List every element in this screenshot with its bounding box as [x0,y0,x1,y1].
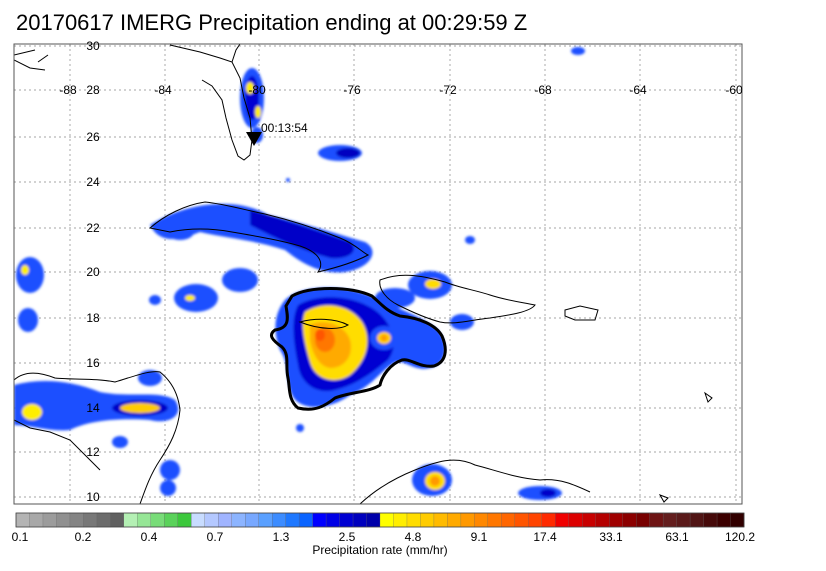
colorbar-swatch [231,512,246,528]
colorbar-swatch [150,512,165,528]
colorbar-swatch [555,512,570,528]
colorbar-swatch [298,512,314,528]
colorbar-swatch [528,512,543,528]
colorbar-swatch [69,512,84,528]
colorbar-title: Precipitation rate (mm/hr) [312,543,448,557]
colorbar-swatch [352,512,367,528]
colorbar-swatch [191,512,206,528]
colorbar-swatch [177,512,192,528]
colorbar-swatch [501,512,516,528]
map-title: 20170617 IMERG Precipitation ending at 0… [16,10,528,35]
colorbar-swatch [393,512,408,528]
colorbar-swatch [541,512,556,528]
colorbar-swatch [406,512,421,528]
latitude-label: 28 [86,83,100,97]
colorbar-swatch [258,512,273,528]
colorbar-swatch [245,512,260,528]
colorbar-tick-label: 63.1 [665,530,689,544]
colorbar-swatch [366,512,381,528]
colorbar-swatch [271,512,287,528]
longitude-labels: -88 -84 -80 -76 -72 -68 -64 -60 [59,83,743,97]
longitude-label: -76 [343,83,361,97]
longitude-label: -64 [629,83,647,97]
colorbar-swatch [474,512,489,528]
colorbar-swatch [716,512,731,528]
colorbar-swatch [137,512,152,528]
longitude-label: -72 [439,83,457,97]
coastlines [14,44,713,504]
colorbar-swatch [595,512,610,528]
colorbar-tick-label: 0.4 [140,530,158,544]
colorbar-swatch [218,512,233,528]
map-frame [14,44,742,504]
down-triangle-marker-icon [246,132,262,146]
colorbar-tick-label: 0.2 [74,530,92,544]
colorbar-swatch [514,512,529,528]
colorbar-swatch [487,512,502,528]
longitude-label: -80 [248,83,266,97]
colorbar-tick-label: 17.4 [533,530,557,544]
longitude-label: -68 [534,83,552,97]
colorbar-swatch [285,512,300,528]
colorbar-swatch [339,512,354,528]
colorbar-swatch [433,512,448,528]
colorbar-swatch [204,512,219,528]
colorbar-swatch [164,512,179,528]
colorbar-swatch [568,512,583,528]
colorbar-swatch [29,512,44,528]
latitude-label: 22 [86,221,100,235]
colorbar-swatch [676,512,691,528]
colorbar-swatch [123,512,138,528]
longitude-label: -60 [725,83,743,97]
colorbar-swatch [460,512,475,528]
colorbar-tick-label: 120.2 [724,530,756,544]
latitude-label: 26 [86,130,100,144]
colorbar-tick-label: 4.8 [404,530,422,544]
colorbar-swatch [635,512,651,528]
latitude-label: 12 [86,445,100,459]
colorbar-swatch [15,512,30,528]
track-time-label: 00:13:54 [261,121,308,135]
colorbar-swatch [609,512,624,528]
latitude-label: 20 [86,265,100,279]
colorbar-swatch [622,512,637,528]
colorbar-swatch [703,512,718,528]
colorbar-tick-label: 1.3 [272,530,290,544]
precipitation-field [14,47,585,500]
colorbar-swatch [96,512,111,528]
latitude-label: 10 [86,490,100,504]
colorbar-swatch [730,512,745,528]
colorbar-swatch [83,512,98,528]
colorbar-swatch [649,512,664,528]
colorbar-tick-label: 9.1 [470,530,488,544]
colorbar-swatch [689,512,705,528]
longitude-label: -88 [59,83,77,97]
colorbar-swatch [325,512,341,528]
colorbar-tick-label: 0.7 [206,530,224,544]
latitude-labels: 30 28 26 24 22 20 18 16 14 12 10 [86,39,100,504]
colorbar-swatch [42,512,57,528]
colorbar-swatch [379,512,394,528]
storm-contour [270,287,447,411]
latitude-label: 14 [86,401,100,415]
latitude-label: 18 [86,311,100,325]
colorbar-tick-label: 33.1 [599,530,623,544]
colorbar [15,512,745,528]
latitude-label: 16 [86,356,100,370]
latitude-label: 30 [86,39,100,53]
colorbar-swatch [662,512,678,528]
colorbar-swatch [56,512,71,528]
colorbar-swatch [420,512,435,528]
colorbar-tick-label: 2.5 [338,530,356,544]
colorbar-swatch [582,512,597,528]
colorbar-swatch [110,512,125,528]
longitude-label: -84 [154,83,172,97]
colorbar-swatch [447,512,462,528]
colorbar-tick-label: 0.1 [11,530,29,544]
colorbar-swatch [312,512,327,528]
latitude-label: 24 [86,175,100,189]
